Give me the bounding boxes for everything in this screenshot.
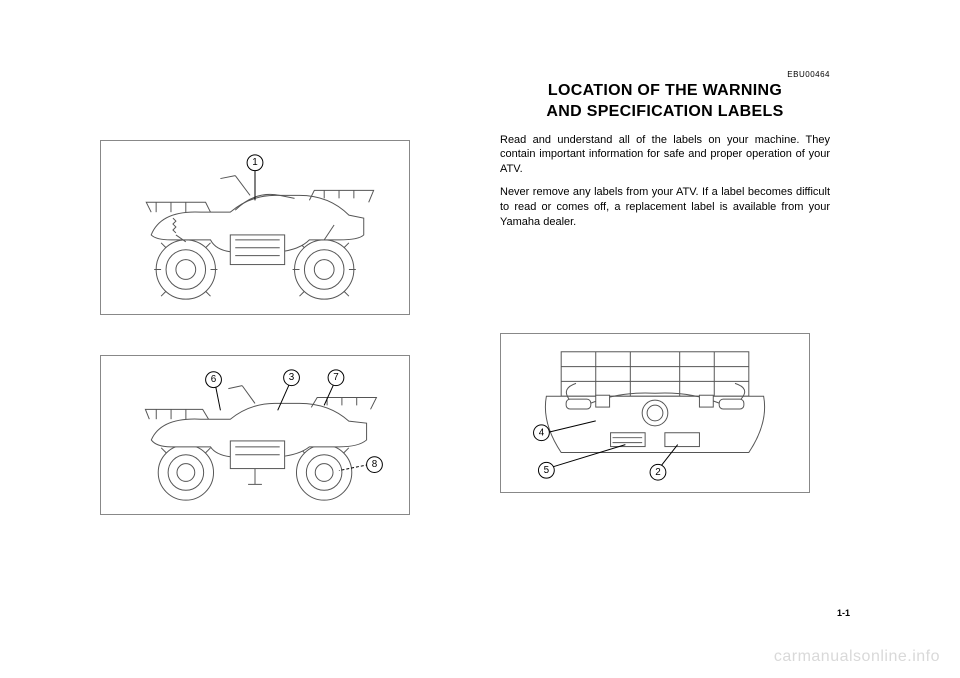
callout-8: 8 [372, 459, 378, 470]
callout-4: 4 [539, 427, 545, 438]
manual-page: 1 [0, 0, 960, 678]
text-block: EBU00464 LOCATION OF THE WARNING AND SPE… [500, 70, 830, 238]
title-line-2: AND SPECIFICATION LABELS [546, 103, 783, 120]
right-column: EBU00464 LOCATION OF THE WARNING AND SPE… [500, 70, 860, 493]
callout-5: 5 [544, 464, 550, 475]
page-number: 1-1 [837, 608, 850, 618]
paragraph-2: Never remove any labels from your ATV. I… [500, 185, 830, 230]
figure-handlebar-view: 4 5 2 [500, 333, 810, 493]
page-title: LOCATION OF THE WARNING AND SPECIFICATIO… [500, 81, 830, 123]
content-grid: 1 [100, 70, 860, 515]
figure-atv-right-side: 1 [100, 140, 410, 315]
callout-6: 6 [211, 374, 217, 385]
doc-code: EBU00464 [500, 70, 830, 79]
bottom-right-wrap: 4 5 2 [500, 238, 860, 493]
paragraph-1: Read and understand all of the labels on… [500, 133, 830, 178]
callout-1: 1 [252, 157, 258, 168]
left-column: 1 [100, 70, 460, 515]
callout-7: 7 [333, 372, 338, 383]
callout-3: 3 [289, 372, 295, 383]
watermark: carmanualsonline.info [774, 648, 940, 666]
title-line-1: LOCATION OF THE WARNING [548, 82, 782, 99]
figure-atv-left-side: 6 3 7 8 [100, 355, 410, 515]
callout-2: 2 [655, 466, 660, 477]
